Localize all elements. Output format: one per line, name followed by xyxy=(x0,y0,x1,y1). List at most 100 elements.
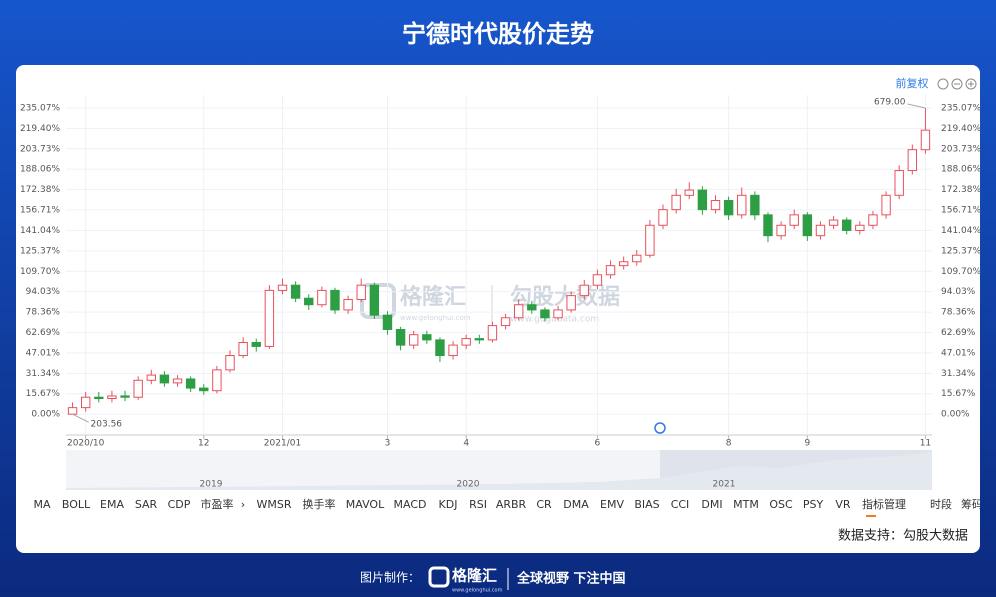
x-tick-label: 11 xyxy=(920,439,931,449)
candle-body xyxy=(146,374,156,381)
indicator-tab[interactable]: WMSR xyxy=(257,498,292,511)
indicator-tab[interactable]: MAVOL xyxy=(346,498,385,511)
candle-body xyxy=(435,339,445,357)
indicator-tab[interactable]: BIAS xyxy=(634,498,659,511)
candle-body xyxy=(317,289,327,306)
candle-body xyxy=(723,200,734,216)
candle-body xyxy=(815,224,826,237)
indicator-tab[interactable]: CR xyxy=(536,498,552,511)
candle-body xyxy=(618,261,629,267)
indicator-tab[interactable]: MACD xyxy=(394,498,427,511)
candle-body xyxy=(920,129,931,151)
watermark-url: www.gelonghui.com xyxy=(400,314,471,322)
candle-body xyxy=(684,189,694,196)
navigator-label: 2021 xyxy=(713,480,736,490)
y-tick-label-right: 47.01% xyxy=(941,348,976,358)
footer-url: www.gelonghui.com xyxy=(452,588,503,594)
indicator-tab[interactable]: KDJ xyxy=(439,498,458,511)
indicator-tab[interactable]: EMV xyxy=(600,498,624,511)
candle-body xyxy=(697,189,708,211)
y-tick-label: 109.70% xyxy=(20,267,60,277)
x-tick-label: 8 xyxy=(726,439,732,449)
x-tick-label: 4 xyxy=(463,439,469,449)
y-tick-label: 235.07% xyxy=(20,103,60,113)
candle-body xyxy=(159,374,170,384)
max-marker xyxy=(907,103,926,109)
candle-body xyxy=(645,224,655,256)
adjust-button[interactable]: 前复权 xyxy=(896,76,929,90)
indicator-tab[interactable]: ARBR xyxy=(496,498,527,511)
more-arrow[interactable]: › xyxy=(241,498,245,511)
min-marker xyxy=(72,413,89,423)
indicator-tab[interactable]: DMI xyxy=(701,498,722,511)
y-tick-label: 94.03% xyxy=(26,287,61,297)
candle-body xyxy=(776,224,786,237)
candle-body xyxy=(513,304,524,319)
event-marker[interactable] xyxy=(654,422,666,434)
candle-body xyxy=(277,284,288,291)
page-title: 宁德时代股价走势 xyxy=(402,20,594,48)
indicator-tab[interactable]: SAR xyxy=(135,498,158,511)
indicator-tab[interactable]: MTM xyxy=(733,498,759,511)
y-tick-label: 188.06% xyxy=(20,165,60,175)
candle-body xyxy=(94,396,104,400)
indicator-tab[interactable]: EMA xyxy=(100,498,124,511)
indicator-tab[interactable]: CDP xyxy=(168,498,191,511)
indicator-tab[interactable]: PSY xyxy=(803,498,824,511)
y-tick-label-right: 172.38% xyxy=(941,185,981,195)
candle-body xyxy=(395,328,406,346)
candle-body xyxy=(855,224,865,231)
zoom-in-icon[interactable] xyxy=(965,78,977,90)
indicator-tab[interactable]: 筹码 xyxy=(961,497,983,511)
candle-body xyxy=(802,214,813,237)
y-tick-label-right: 156.71% xyxy=(941,206,981,216)
candle-body xyxy=(605,265,616,276)
candle-body xyxy=(868,214,878,226)
zoom-out-icon[interactable] xyxy=(951,78,963,90)
y-tick-label: 15.67% xyxy=(26,389,61,399)
x-tick-label: 2021/01 xyxy=(264,439,301,449)
footer-logo xyxy=(428,566,450,588)
y-tick-label-right: 203.73% xyxy=(941,144,981,154)
indicator-tab[interactable]: CCI xyxy=(671,498,690,511)
candle-body xyxy=(710,200,721,211)
candle-body xyxy=(67,407,78,415)
candle-body xyxy=(264,289,275,347)
y-tick-label: 0.00% xyxy=(31,410,60,420)
indicator-tab[interactable]: 换手率 xyxy=(303,497,336,511)
indicator-tab[interactable]: MA xyxy=(33,498,50,511)
indicator-tab[interactable]: OSC xyxy=(769,498,793,511)
navigator-area xyxy=(66,452,932,490)
candle-body xyxy=(251,342,261,347)
watermark-brand: 格隆汇 xyxy=(400,284,466,310)
x-tick-label: 6 xyxy=(595,439,601,449)
y-tick-label: 141.04% xyxy=(20,226,60,236)
indicator-tab[interactable]: 市盈率 xyxy=(201,497,234,511)
indicator-tab[interactable]: VR xyxy=(835,498,851,511)
y-tick-label-right: 94.03% xyxy=(941,287,976,297)
candle-body xyxy=(382,314,393,330)
candle-body xyxy=(894,170,904,196)
indicator-tab[interactable]: 指标管理 xyxy=(862,497,906,511)
navigator-label: 2020 xyxy=(457,480,480,490)
y-tick-label-right: 109.70% xyxy=(941,267,981,277)
candle-body xyxy=(579,284,589,297)
candle-body xyxy=(409,334,419,346)
indicator-tab[interactable]: 时段 xyxy=(930,497,952,511)
footer-brand: 格隆汇 xyxy=(452,567,497,585)
indicator-tab[interactable]: RSI xyxy=(469,498,487,511)
indicator-tab[interactable]: BOLL xyxy=(62,498,91,511)
min-annotation: 203.56 xyxy=(91,420,123,430)
candle-body xyxy=(369,284,380,316)
candle-body xyxy=(763,214,773,237)
y-tick-label: 203.73% xyxy=(20,144,60,154)
y-tick-label-right: 62.69% xyxy=(941,328,976,338)
candle-body xyxy=(474,338,485,341)
indicator-tab[interactable]: DMA xyxy=(563,498,589,511)
candle-body xyxy=(120,395,130,398)
candle-body xyxy=(828,219,839,226)
y-tick-label: 156.71% xyxy=(20,206,60,216)
reset-icon[interactable] xyxy=(937,78,949,90)
